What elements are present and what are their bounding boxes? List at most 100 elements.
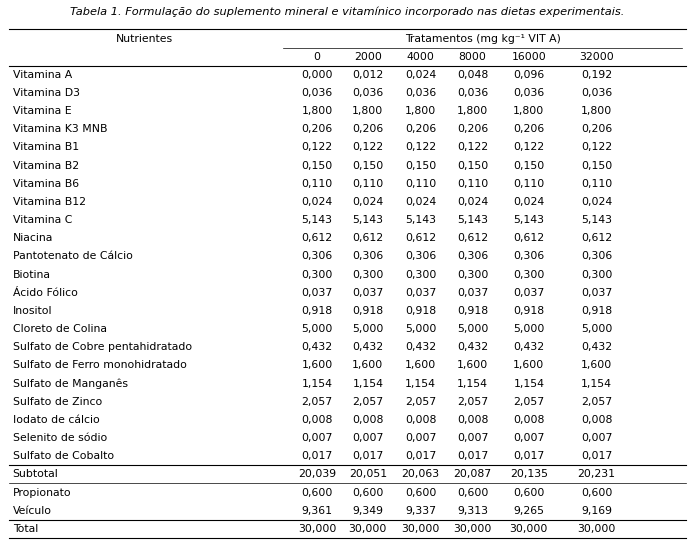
Text: 1,154: 1,154 — [302, 378, 333, 389]
Text: 0,612: 0,612 — [513, 233, 544, 243]
Text: 0,300: 0,300 — [457, 269, 489, 280]
Text: 5,143: 5,143 — [352, 215, 384, 225]
Text: 0,036: 0,036 — [457, 88, 489, 98]
Text: 8000: 8000 — [459, 51, 486, 62]
Text: Tabela 1. Formulação do suplemento mineral e vitamínico incorporado nas dietas e: Tabela 1. Formulação do suplemento miner… — [70, 7, 625, 17]
Text: 0,036: 0,036 — [352, 88, 384, 98]
Text: Vitamina B12: Vitamina B12 — [13, 197, 85, 207]
Text: 0,306: 0,306 — [513, 251, 544, 261]
Text: 1,800: 1,800 — [457, 106, 489, 116]
Text: Niacina: Niacina — [13, 233, 53, 243]
Text: Tratamentos (mg kg⁻¹ VIT A): Tratamentos (mg kg⁻¹ VIT A) — [405, 34, 561, 43]
Text: 0,306: 0,306 — [405, 251, 436, 261]
Text: 1,800: 1,800 — [352, 106, 384, 116]
Text: 0,150: 0,150 — [581, 160, 612, 171]
Text: 5,143: 5,143 — [302, 215, 333, 225]
Text: 0,918: 0,918 — [457, 306, 488, 316]
Text: 0,000: 0,000 — [302, 70, 333, 80]
Text: 0,432: 0,432 — [457, 342, 488, 352]
Text: Vitamina E: Vitamina E — [13, 106, 72, 116]
Text: 0,306: 0,306 — [352, 251, 384, 261]
Text: 20,063: 20,063 — [402, 469, 440, 479]
Text: 0,300: 0,300 — [405, 269, 436, 280]
Text: 0,110: 0,110 — [513, 179, 544, 189]
Text: 1,800: 1,800 — [513, 106, 544, 116]
Text: 0,036: 0,036 — [302, 88, 333, 98]
Text: Ácido Fólico: Ácido Fólico — [13, 288, 78, 298]
Text: 0,206: 0,206 — [405, 124, 436, 134]
Text: 0,036: 0,036 — [513, 88, 544, 98]
Text: Sulfato de Cobre pentahidratado: Sulfato de Cobre pentahidratado — [13, 342, 192, 352]
Text: 0,600: 0,600 — [513, 487, 544, 498]
Text: 0,600: 0,600 — [302, 487, 333, 498]
Text: 30,000: 30,000 — [509, 524, 548, 534]
Text: Sulfato de Cobalto: Sulfato de Cobalto — [13, 451, 114, 461]
Text: 1,600: 1,600 — [513, 360, 544, 370]
Text: 9,313: 9,313 — [457, 506, 488, 515]
Text: 0,150: 0,150 — [352, 160, 384, 171]
Text: 1,800: 1,800 — [581, 106, 612, 116]
Text: Veículo: Veículo — [13, 506, 51, 515]
Text: 20,039: 20,039 — [298, 469, 336, 479]
Text: 0,206: 0,206 — [513, 124, 544, 134]
Text: 0,110: 0,110 — [352, 179, 384, 189]
Text: 1,600: 1,600 — [581, 360, 612, 370]
Text: 0,206: 0,206 — [302, 124, 333, 134]
Text: 30,000: 30,000 — [298, 524, 336, 534]
Text: 1,154: 1,154 — [352, 378, 384, 389]
Text: 9,169: 9,169 — [581, 506, 612, 515]
Text: Propionato: Propionato — [13, 487, 72, 498]
Text: 20,051: 20,051 — [349, 469, 387, 479]
Text: 0,432: 0,432 — [581, 342, 612, 352]
Text: 30,000: 30,000 — [453, 524, 492, 534]
Text: 9,349: 9,349 — [352, 506, 384, 515]
Text: 0,008: 0,008 — [581, 415, 612, 425]
Text: 5,143: 5,143 — [514, 215, 544, 225]
Text: 20,231: 20,231 — [578, 469, 616, 479]
Text: Vitamina B1: Vitamina B1 — [13, 143, 79, 152]
Text: 0,008: 0,008 — [352, 415, 384, 425]
Text: 0,017: 0,017 — [581, 451, 612, 461]
Text: 0,306: 0,306 — [581, 251, 612, 261]
Text: 0,150: 0,150 — [457, 160, 489, 171]
Text: 0,432: 0,432 — [513, 342, 544, 352]
Text: 0,096: 0,096 — [513, 70, 544, 80]
Text: 0,017: 0,017 — [352, 451, 384, 461]
Text: 0,918: 0,918 — [581, 306, 612, 316]
Text: 5,000: 5,000 — [457, 324, 489, 334]
Text: 0,008: 0,008 — [513, 415, 544, 425]
Text: Vitamina C: Vitamina C — [13, 215, 72, 225]
Text: 1,600: 1,600 — [302, 360, 333, 370]
Text: 0,007: 0,007 — [352, 433, 384, 443]
Text: 0,024: 0,024 — [352, 197, 384, 207]
Text: 2,057: 2,057 — [581, 397, 612, 406]
Text: 20,087: 20,087 — [454, 469, 491, 479]
Text: 0,150: 0,150 — [513, 160, 544, 171]
Text: 5,000: 5,000 — [352, 324, 384, 334]
Text: 0,612: 0,612 — [405, 233, 436, 243]
Text: 32000: 32000 — [579, 51, 614, 62]
Text: Selenito de sódio: Selenito de sódio — [13, 433, 107, 443]
Text: 0,122: 0,122 — [405, 143, 436, 152]
Text: 2,057: 2,057 — [513, 397, 544, 406]
Text: 0,037: 0,037 — [513, 288, 544, 298]
Text: Sulfato de Ferro monohidratado: Sulfato de Ferro monohidratado — [13, 360, 186, 370]
Text: 2,057: 2,057 — [457, 397, 488, 406]
Text: 0,110: 0,110 — [302, 179, 333, 189]
Text: 0,037: 0,037 — [302, 288, 333, 298]
Text: 0,918: 0,918 — [352, 306, 384, 316]
Text: 0,037: 0,037 — [457, 288, 489, 298]
Text: 0,122: 0,122 — [581, 143, 612, 152]
Text: 9,361: 9,361 — [302, 506, 333, 515]
Text: 0,110: 0,110 — [581, 179, 612, 189]
Text: 0,110: 0,110 — [457, 179, 489, 189]
Text: 0,008: 0,008 — [457, 415, 489, 425]
Text: 0,122: 0,122 — [513, 143, 544, 152]
Text: 0,192: 0,192 — [581, 70, 612, 80]
Text: 0,306: 0,306 — [302, 251, 333, 261]
Text: Vitamina D3: Vitamina D3 — [13, 88, 80, 98]
Text: Cloreto de Colina: Cloreto de Colina — [13, 324, 106, 334]
Text: 0,150: 0,150 — [302, 160, 333, 171]
Text: 0,918: 0,918 — [405, 306, 436, 316]
Text: 0,432: 0,432 — [352, 342, 384, 352]
